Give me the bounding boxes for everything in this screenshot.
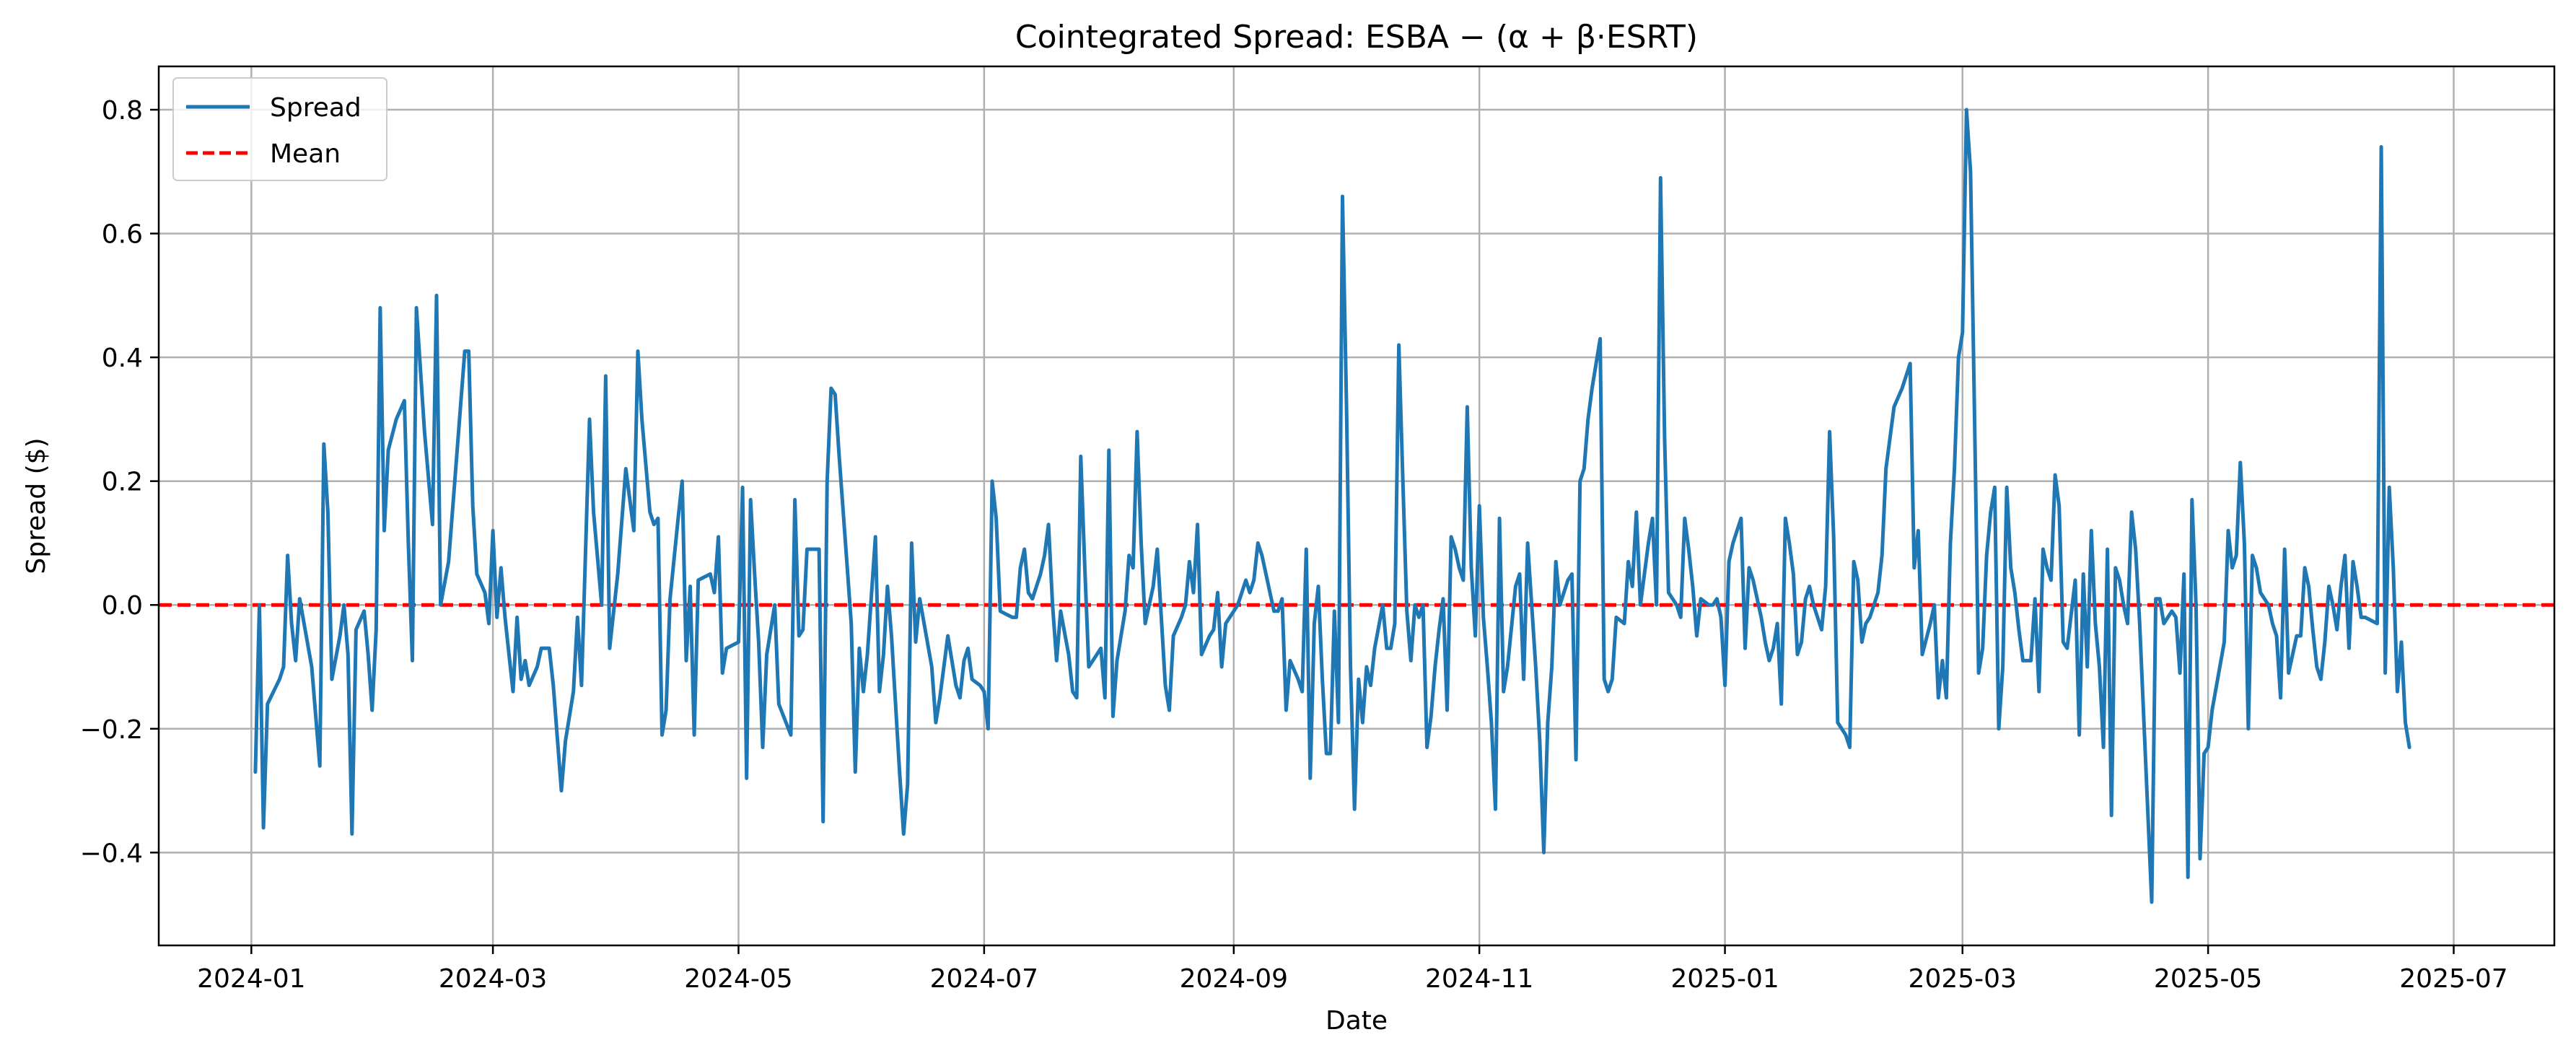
y-tick-label: 0.6 bbox=[102, 220, 143, 250]
x-tick-label: 2025-01 bbox=[1670, 964, 1779, 994]
legend-spread-label: Spread bbox=[270, 93, 362, 123]
x-tick-label: 2025-05 bbox=[2154, 964, 2262, 994]
x-tick-label: 2024-09 bbox=[1180, 964, 1288, 994]
x-tick-label: 2024-01 bbox=[197, 964, 305, 994]
grid-layer bbox=[159, 66, 2554, 945]
y-tick-label: 0.4 bbox=[102, 344, 143, 373]
x-tick-label: 2025-03 bbox=[1909, 964, 2017, 994]
y-axis-label: Spread ($) bbox=[22, 437, 51, 574]
x-tick-label: 2024-03 bbox=[439, 964, 547, 994]
y-tick-label: −0.4 bbox=[80, 839, 143, 868]
legend: Spread Mean bbox=[172, 77, 387, 181]
x-axis-ticks: 2024-01 2024-03 2024-05 2024-07 2024-09 2024-… bbox=[197, 945, 2508, 994]
x-axis-label: Date bbox=[1326, 1006, 1388, 1036]
x-tick-label: 2024-11 bbox=[1425, 964, 1533, 994]
y-tick-label: 0.2 bbox=[102, 468, 143, 497]
plot-frame bbox=[157, 65, 2556, 947]
series-layer bbox=[253, 108, 2411, 904]
x-tick-label: 2025-07 bbox=[2399, 964, 2507, 994]
y-axis-ticks: −0.4 −0.2 0.0 0.2 0.4 0.6 0.8 bbox=[80, 96, 159, 868]
x-tick-label: 2024-07 bbox=[930, 964, 1038, 994]
x-tick-label: 2024-05 bbox=[684, 964, 792, 994]
legend-mean-label: Mean bbox=[270, 139, 341, 169]
y-tick-label: 0.0 bbox=[102, 591, 143, 621]
y-tick-label: 0.8 bbox=[102, 96, 143, 126]
spread-series-line bbox=[253, 108, 2411, 904]
y-tick-label: −0.2 bbox=[80, 715, 143, 745]
chart-title: Cointegrated Spread: ESBA − (α + β·ESRT) bbox=[1015, 19, 1698, 56]
